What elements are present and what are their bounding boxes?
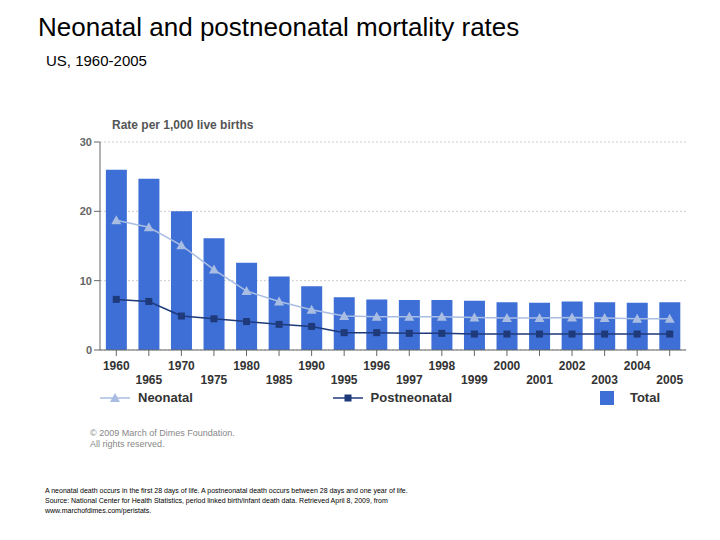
html-text:© 2009 March of Dimes Foundati: © 2009 March of Dimes Foundation. [90,428,235,438]
html-text:Neonatal and postneonatal mort: Neonatal and postneonatal mortality rate… [38,12,520,42]
svg-text:1960: 1960 [103,359,130,373]
svg-text:2001: 2001 [526,373,553,387]
html-text:A neonatal death occurs in the: A neonatal death occurs in the first 28 … [45,487,408,494]
html-text:www.marchofdimes.com/peristats: www.marchofdimes.com/peristats. [45,507,152,514]
svg-text:10: 10 [80,275,92,287]
svg-text:2003: 2003 [591,373,618,387]
svg-text:1965: 1965 [135,373,162,387]
svg-text:1997: 1997 [396,373,423,387]
svg-text:1990: 1990 [298,359,325,373]
svg-text:1995: 1995 [331,373,358,387]
svg-text:2005: 2005 [656,373,683,387]
html-text:Source: National Center for He: Source: National Center for Health Stati… [45,497,388,504]
svg-text:1980: 1980 [233,359,260,373]
svg-text:0: 0 [86,344,92,356]
svg-text:2002: 2002 [559,359,586,373]
html-text:Total: Total [629,390,660,405]
svg-text:1970: 1970 [168,359,195,373]
html-text:All rights reserved.: All rights reserved. [90,439,165,449]
svg-text:1996: 1996 [363,359,390,373]
svg-text:1975: 1975 [201,373,228,387]
svg-text:1999: 1999 [461,373,488,387]
html-text:Postneonatal: Postneonatal [370,390,453,405]
svg-text:2004: 2004 [624,359,651,373]
svg-text:20: 20 [80,205,92,217]
svg-text:1998: 1998 [428,359,455,373]
html-text:US, 1960-2005: US, 1960-2005 [46,52,147,69]
svg-text:2000: 2000 [494,359,521,373]
html-text:Neonatal: Neonatal [138,390,193,405]
html-text:Rate per 1,000 live births: Rate per 1,000 live births [112,118,254,132]
svg-text:30: 30 [80,136,92,148]
svg-text:1985: 1985 [266,373,293,387]
